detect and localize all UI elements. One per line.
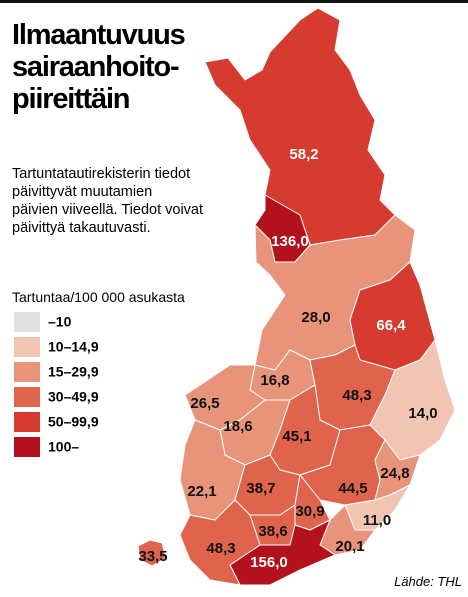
description-line: päivittyvät muutamien [12,184,152,200]
region [179,499,261,586]
region-value: 11,0 [363,512,391,529]
top-rule [0,0,468,3]
region-value: 22,1 [187,483,216,500]
legend-swatch [14,412,40,432]
region-value: 16,8 [260,372,289,389]
legend-label: 50–99,9 [48,414,99,430]
region-value: 48,3 [206,540,235,557]
region-value: 24,8 [380,465,409,482]
title-line: sairaanhoito- [12,51,179,83]
region-value: 58,2 [289,146,318,163]
source: Lähde: THL [394,574,462,589]
title-line: Ilmaantuvuus [12,19,185,51]
legend-swatch [14,437,40,457]
region [369,339,456,461]
region-value: 30,9 [295,503,324,520]
legend: –10 10–14,9 15–29,9 30–49,9 50–99,9 100– [14,312,99,457]
region-value: 44,5 [338,480,367,497]
legend-swatch [14,387,40,407]
region-value: 14,0 [408,405,437,422]
title-line: piireittäin [12,83,129,115]
legend-label: 100– [48,439,79,455]
region-value: 48,3 [342,387,371,404]
region-value: 38,7 [246,480,275,497]
region-labels: 58,2 136,0 28,0 66,4 16,8 26,5 48,3 14,0… [138,146,437,571]
region-value: 26,5 [190,395,219,412]
map [137,7,456,586]
description-line: Tartuntatautirekisterin tiedot [12,166,190,182]
region-value: 66,4 [376,317,406,334]
legend-label: 10–14,9 [48,339,99,355]
legend-label: –10 [48,314,72,330]
description-line: päivittyä takautuvasti. [12,220,151,236]
region-value: 45,1 [282,428,311,445]
region-value: 38,6 [258,523,287,540]
region-value: 156,0 [250,554,288,571]
region [137,539,167,567]
region [204,7,396,246]
legend-swatch [14,337,40,357]
description-line: päivien viiveellä. Tiedot voivat [12,202,203,218]
legend-title: Tartuntaa/100 000 asukasta [12,289,185,305]
legend-label: 15–29,9 [48,364,99,380]
region-value: 18,6 [223,418,252,435]
legend-swatch [14,362,40,382]
region-value: 136,0 [271,233,309,250]
region-value: 28,0 [301,309,330,326]
legend-swatch [14,312,40,332]
region-value: 20,1 [335,538,364,555]
region-value: 33,5 [138,548,167,565]
legend-label: 30–49,9 [48,389,99,405]
